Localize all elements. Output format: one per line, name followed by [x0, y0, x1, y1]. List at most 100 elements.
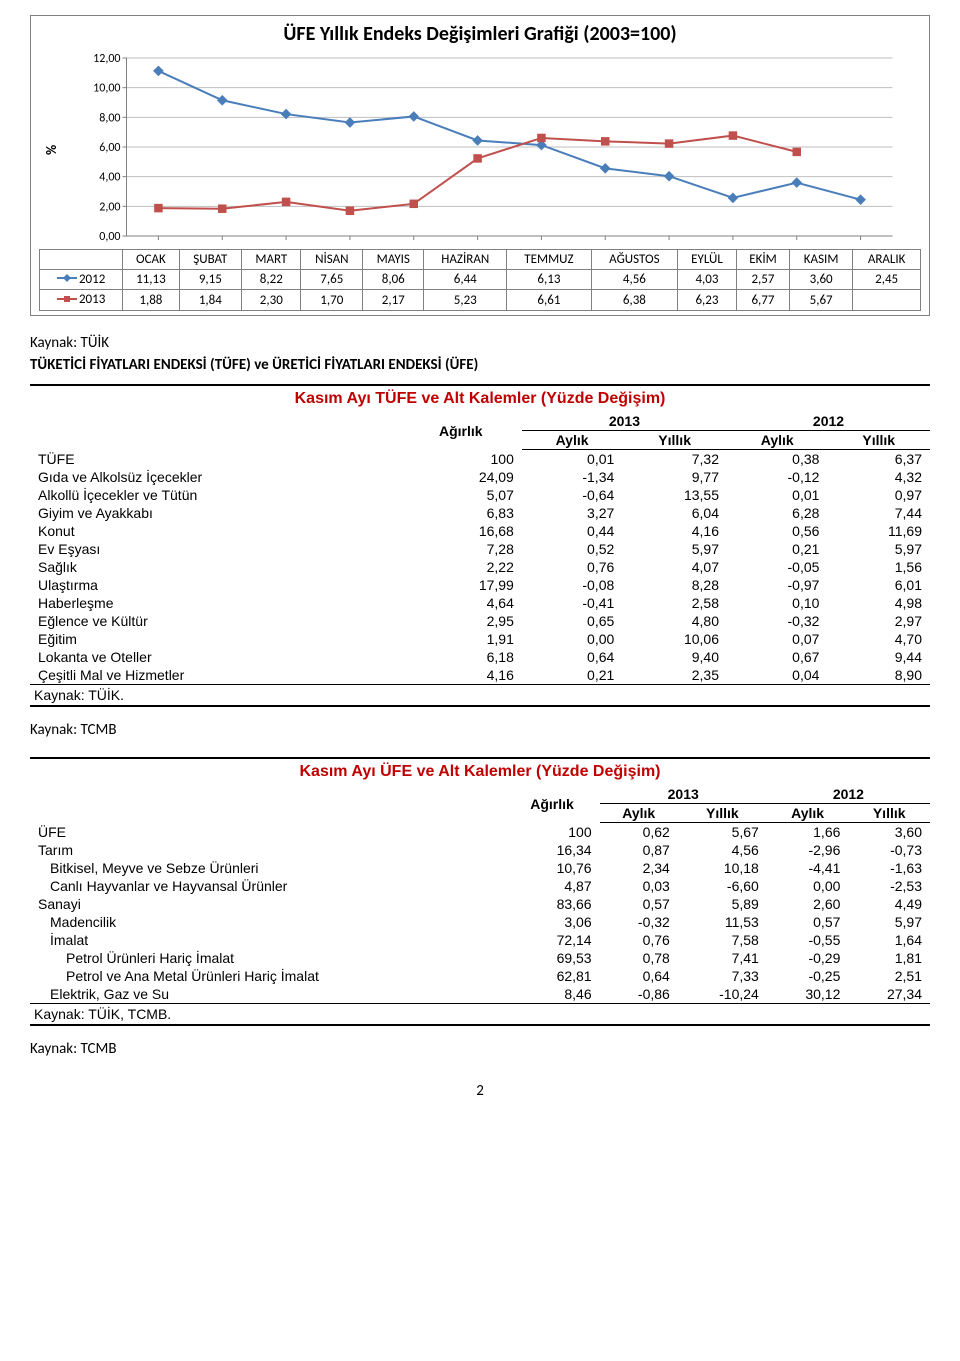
table-row: Gıda ve Alkolsüz İçecekler24,09-1,349,77… — [30, 468, 930, 486]
marker-square — [538, 134, 546, 142]
row-weight: 5,07 — [400, 486, 522, 504]
table-row: Alkollü İçecekler ve Tütün5,07-0,6413,55… — [30, 486, 930, 504]
subcol-header: Yıllık — [678, 803, 767, 822]
row-weight: 2,95 — [400, 612, 522, 630]
row-aylik-2013: -0,08 — [522, 576, 622, 594]
row-aylik-2012: -0,32 — [727, 612, 827, 630]
row-name: Giyim ve Ayakkabı — [30, 504, 400, 522]
year-header: 2012 — [767, 785, 930, 804]
month-header: ARALIK — [853, 250, 921, 270]
row-aylik-2013: 0,64 — [522, 648, 622, 666]
row-name: Madencilik — [30, 913, 504, 931]
row-name: Ulaştırma — [30, 576, 400, 594]
row-aylik-2012: 0,01 — [727, 486, 827, 504]
table-row: Bitkisel, Meyve ve Sebze Ürünleri10,762,… — [30, 859, 930, 877]
row-yillik-2013: 10,06 — [622, 630, 727, 648]
series-value: 6,77 — [737, 290, 790, 310]
row-weight: 4,16 — [400, 666, 522, 684]
chart-plot-wrap: % 0,002,004,006,008,0010,0012,00 — [39, 52, 921, 247]
ytick-label: 8,00 — [99, 111, 120, 125]
row-yillik-2012: 4,70 — [827, 630, 930, 648]
marker-diamond — [856, 195, 865, 204]
row-aylik-2012: -0,05 — [727, 558, 827, 576]
legend-swatch-diamond — [57, 273, 77, 283]
marker-square — [282, 198, 290, 206]
row-aylik-2013: 0,57 — [600, 895, 678, 913]
subcol-header: Aylık — [600, 803, 678, 822]
series-value: 5,23 — [424, 290, 507, 310]
row-yillik-2013: 11,53 — [678, 913, 767, 931]
table-row: Petrol Ürünleri Hariç İmalat69,530,787,4… — [30, 949, 930, 967]
table-row: Eğlence ve Kültür2,950,654,80-0,322,97 — [30, 612, 930, 630]
marker-diamond — [218, 96, 227, 105]
row-aylik-2013: 0,00 — [522, 630, 622, 648]
table-row: Ağırlık20132012 — [30, 785, 930, 804]
row-yillik-2012: 11,69 — [827, 522, 930, 540]
row-yillik-2013: 2,58 — [622, 594, 727, 612]
row-aylik-2013: 0,01 — [522, 449, 622, 468]
row-yillik-2012: 4,49 — [848, 895, 930, 913]
subcol-header: Yıllık — [622, 430, 727, 449]
subcol-header: Yıllık — [827, 430, 930, 449]
subcol-header: Aylık — [767, 803, 849, 822]
month-header: OCAK — [123, 250, 179, 270]
chart-container: ÜFE Yıllık Endeks Değişimleri Grafiği (2… — [30, 15, 930, 316]
empty-header — [30, 785, 504, 823]
month-header: NİSAN — [301, 250, 363, 270]
month-header: MART — [242, 250, 301, 270]
row-name: Elektrik, Gaz ve Su — [30, 985, 504, 1003]
row-aylik-2013: 0,62 — [600, 822, 678, 841]
year-header: 2012 — [727, 412, 930, 431]
table-row: Sanayi83,660,575,892,604,49 — [30, 895, 930, 913]
row-aylik-2013: 0,65 — [522, 612, 622, 630]
month-header: AĞUSTOS — [591, 250, 677, 270]
series-value: 1,70 — [301, 290, 363, 310]
row-name: Konut — [30, 522, 400, 540]
row-name: Haberleşme — [30, 594, 400, 612]
table-row: Ağırlık20132012 — [30, 412, 930, 431]
row-aylik-2013: 0,76 — [600, 931, 678, 949]
subcol-header: Aylık — [727, 430, 827, 449]
row-yillik-2013: 13,55 — [622, 486, 727, 504]
ytick-label: 10,00 — [93, 82, 120, 96]
row-weight: 69,53 — [504, 949, 599, 967]
table-row: Çeşitli Mal ve Hizmetler4,160,212,350,04… — [30, 666, 930, 684]
series-legend: 2012 — [40, 270, 123, 290]
row-weight: 6,83 — [400, 504, 522, 522]
row-aylik-2013: 0,52 — [522, 540, 622, 558]
ufe-source: Kaynak: TÜİK, TCMB. — [30, 1003, 930, 1024]
marker-square — [793, 148, 801, 156]
table-row: Tarım16,340,874,56-2,96-0,73 — [30, 841, 930, 859]
row-aylik-2013: 0,87 — [600, 841, 678, 859]
row-aylik-2012: 6,28 — [727, 504, 827, 522]
row-yillik-2012: 1,64 — [848, 931, 930, 949]
row-yillik-2012: 1,56 — [827, 558, 930, 576]
row-yillik-2013: 4,80 — [622, 612, 727, 630]
chart-ylabel: % — [39, 52, 60, 247]
row-aylik-2012: 0,67 — [727, 648, 827, 666]
series-value: 6,44 — [424, 270, 507, 290]
row-name: İmalat — [30, 931, 504, 949]
row-aylik-2012: -0,12 — [727, 468, 827, 486]
row-aylik-2012: 0,57 — [767, 913, 849, 931]
series-value: 2,17 — [363, 290, 424, 310]
row-aylik-2013: 2,34 — [600, 859, 678, 877]
marker-diamond — [728, 193, 737, 202]
row-yillik-2012: -0,73 — [848, 841, 930, 859]
table-row: Lokanta ve Oteller6,180,649,400,679,44 — [30, 648, 930, 666]
ufe-container: Kasım Ayı ÜFE ve Alt Kalemler (Yüzde Değ… — [30, 757, 930, 1026]
series-value: 6,61 — [507, 290, 592, 310]
series-value: 5,67 — [789, 290, 852, 310]
row-name: TÜFE — [30, 449, 400, 468]
row-aylik-2013: -0,41 — [522, 594, 622, 612]
row-aylik-2013: 0,78 — [600, 949, 678, 967]
row-yillik-2013: -6,60 — [678, 877, 767, 895]
row-yillik-2013: 8,28 — [622, 576, 727, 594]
series-value: 2,57 — [737, 270, 790, 290]
year-header: 2013 — [600, 785, 767, 804]
row-yillik-2012: -1,63 — [848, 859, 930, 877]
row-weight: 6,18 — [400, 648, 522, 666]
chart-plot: 0,002,004,006,008,0010,0012,00 — [60, 52, 921, 247]
row-weight: 2,22 — [400, 558, 522, 576]
month-header: EKİM — [737, 250, 790, 270]
